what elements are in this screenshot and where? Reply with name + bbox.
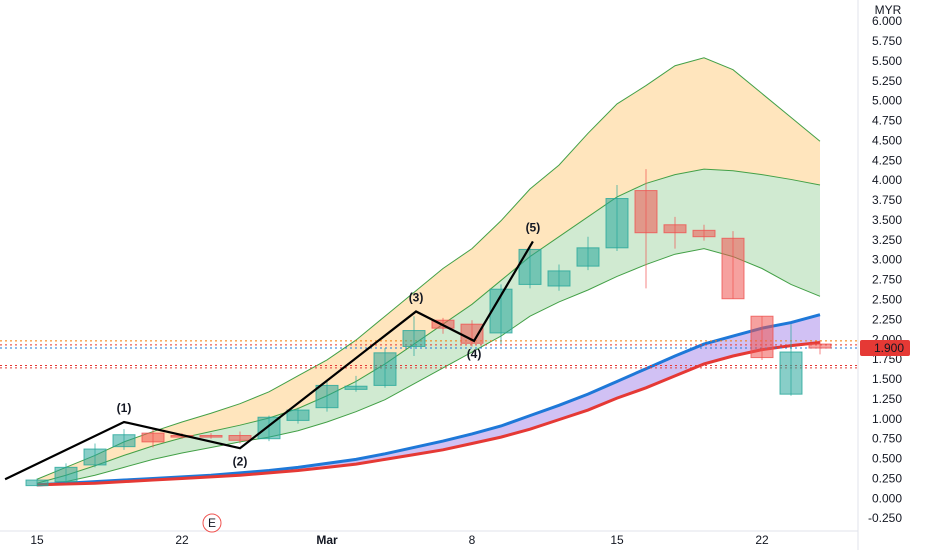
candle-body bbox=[663, 224, 687, 234]
candle-body bbox=[141, 432, 165, 443]
candle-body bbox=[83, 448, 107, 466]
candle-body bbox=[402, 330, 426, 347]
y-tick-label: 3.500 bbox=[872, 213, 902, 227]
y-tick-label: 2.250 bbox=[872, 312, 902, 326]
wave-label: (3) bbox=[409, 291, 424, 305]
y-tick-label: 1.000 bbox=[872, 412, 902, 426]
y-tick-label: 2.750 bbox=[872, 273, 902, 287]
x-tick-label: 22 bbox=[755, 533, 769, 547]
x-tick-label: 15 bbox=[30, 533, 44, 547]
y-tick-label: 5.000 bbox=[872, 94, 902, 108]
x-tick-label: Mar bbox=[316, 533, 338, 547]
last-price-label: 1.900 bbox=[874, 341, 904, 355]
y-tick-label: 1.250 bbox=[872, 392, 902, 406]
candle-body bbox=[808, 343, 832, 349]
y-tick-label: 1.500 bbox=[872, 372, 902, 386]
candle-body bbox=[315, 384, 339, 409]
event-marker bbox=[202, 513, 222, 533]
y-tick-label: 4.250 bbox=[872, 153, 902, 167]
candle-body bbox=[228, 435, 252, 441]
candle-body bbox=[489, 288, 513, 334]
band-line bbox=[36, 168, 821, 484]
candle-body bbox=[547, 270, 571, 287]
wave-line bbox=[4, 240, 534, 481]
y-tick-label: 3.250 bbox=[872, 233, 902, 247]
y-tick-label: 0.500 bbox=[872, 452, 902, 466]
candle-body bbox=[721, 237, 745, 300]
candle-body bbox=[344, 385, 368, 390]
y-tick-label: 4.500 bbox=[872, 133, 902, 147]
candle-body bbox=[54, 466, 78, 483]
y-tick-label: 5.500 bbox=[872, 54, 902, 68]
candle-body bbox=[692, 229, 716, 238]
average-line bbox=[36, 340, 821, 487]
upper-band-fill bbox=[37, 57, 820, 484]
currency-box bbox=[864, 3, 912, 20]
y-tick-label: -0.250 bbox=[868, 511, 902, 525]
y-tick-label: 0.250 bbox=[872, 471, 902, 485]
candle-body bbox=[199, 435, 223, 438]
wave-label: (5) bbox=[526, 221, 541, 235]
y-tick-label: 5.750 bbox=[872, 34, 902, 48]
band-line bbox=[36, 57, 821, 480]
candle-body bbox=[779, 351, 803, 395]
y-tick-label: 2.500 bbox=[872, 292, 902, 306]
candle-body bbox=[750, 315, 774, 359]
y-tick-label: 0.750 bbox=[872, 432, 902, 446]
wave-label: (2) bbox=[233, 454, 248, 468]
y-tick-label: 6.000 bbox=[872, 14, 902, 28]
y-tick-label: 3.750 bbox=[872, 193, 902, 207]
y-tick-label: 4.000 bbox=[872, 173, 902, 187]
currency-label: MYR bbox=[875, 3, 902, 17]
x-tick-label: 22 bbox=[175, 533, 189, 547]
wave-label: (4) bbox=[467, 347, 482, 361]
candle-body bbox=[518, 248, 542, 285]
candle-body bbox=[576, 247, 600, 267]
wave-label: (1) bbox=[117, 401, 132, 415]
candle-body bbox=[605, 198, 629, 249]
y-tick-label: 5.250 bbox=[872, 74, 902, 88]
candle-body bbox=[25, 479, 49, 487]
candle-body bbox=[112, 434, 136, 448]
x-tick-label: 8 bbox=[469, 533, 476, 547]
average-line bbox=[36, 313, 821, 487]
candle-body bbox=[286, 409, 310, 421]
x-tick-label: 15 bbox=[610, 533, 624, 547]
y-tick-label: 4.750 bbox=[872, 114, 902, 128]
last-price-box bbox=[860, 340, 910, 357]
candle-body bbox=[634, 190, 658, 234]
band-line bbox=[36, 248, 821, 486]
candle-body bbox=[373, 352, 397, 386]
y-tick-label: 3.000 bbox=[872, 253, 902, 267]
event-marker-label: E bbox=[208, 516, 216, 530]
y-tick-label: 0.000 bbox=[872, 491, 902, 505]
